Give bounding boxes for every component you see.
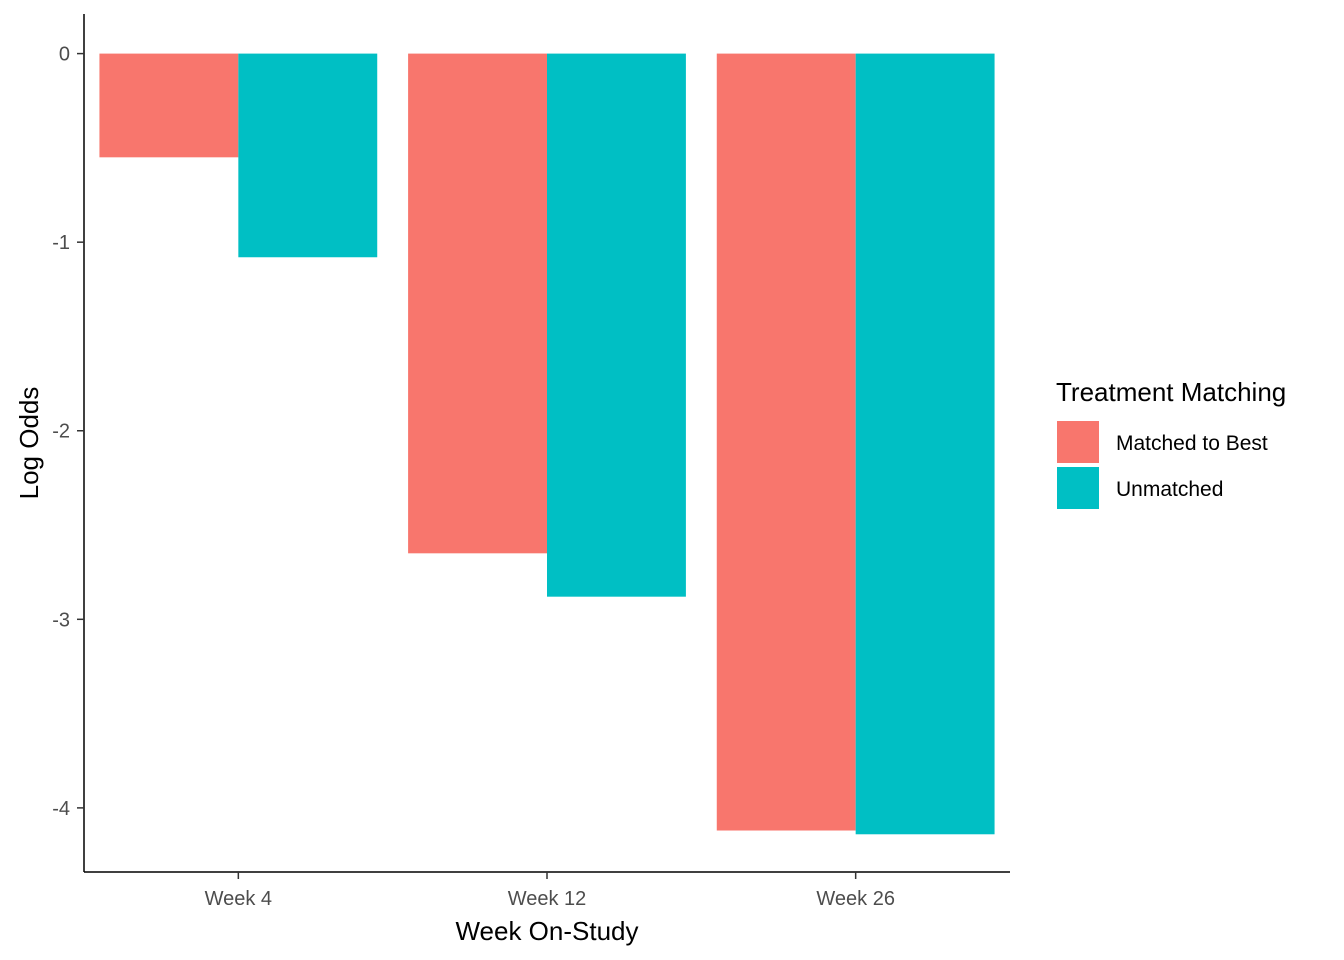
x-tick-label: Week 12	[508, 888, 587, 910]
y-tick-label: -4	[52, 798, 70, 820]
bar-unmatched-week-26	[855, 53, 995, 835]
bar-matched-to-best-week-4	[99, 53, 239, 158]
legend-title: Treatment Matching	[1056, 377, 1286, 407]
y-tick-label: 0	[59, 44, 70, 66]
legend-items: Matched to Best Unmatched	[1057, 421, 1268, 509]
legend-swatch	[1057, 467, 1099, 509]
x-tick-label: Week 26	[816, 888, 895, 910]
y-tick-label: -1	[52, 232, 70, 254]
x-tick-label: Week 4	[205, 888, 272, 910]
bars	[99, 53, 995, 835]
bar-unmatched-week-12	[547, 53, 686, 597]
y-tick-label: -3	[52, 609, 70, 631]
legend: Treatment Matching Matched to Best Unmatc…	[1056, 377, 1286, 509]
legend-label: Unmatched	[1116, 478, 1223, 501]
y-tick-label: -2	[52, 421, 70, 443]
bar-matched-to-best-week-12	[408, 53, 547, 554]
x-axis-title: Week On-Study	[455, 916, 638, 946]
bar-matched-to-best-week-26	[716, 53, 856, 831]
y-axis-ticks: 0 -1 -2 -3 -4	[52, 44, 84, 820]
x-axis-ticks: Week 4 Week 12 Week 26	[205, 872, 895, 910]
legend-label: Matched to Best	[1116, 432, 1268, 455]
y-axis-title: Log Odds	[14, 387, 44, 500]
bar-unmatched-week-4	[238, 53, 378, 258]
legend-swatch	[1057, 421, 1099, 463]
